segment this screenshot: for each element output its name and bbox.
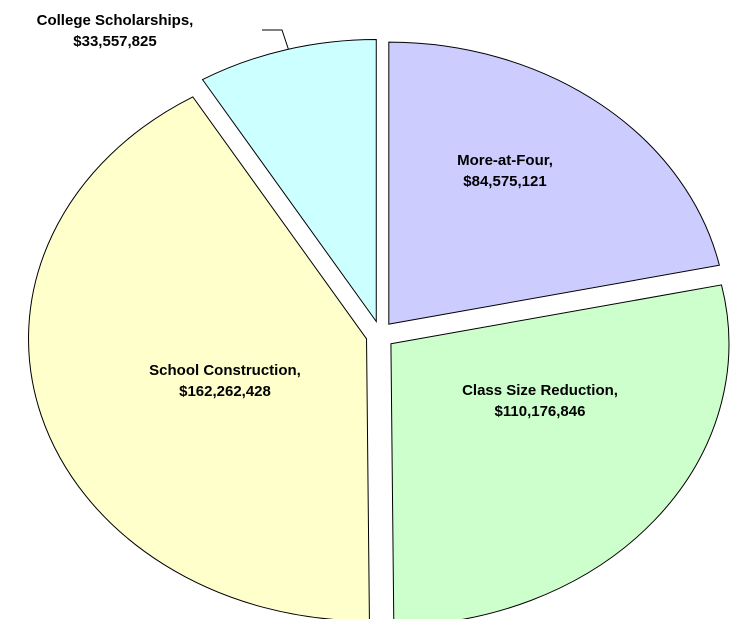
slice-value: $33,557,825 — [73, 33, 156, 50]
slice-label: More-at-Four, — [457, 152, 553, 169]
slice-label: Class Size Reduction, — [462, 382, 618, 399]
slice-value: $162,262,428 — [179, 383, 271, 400]
pie-slice — [28, 96, 370, 619]
pie-slice — [388, 41, 720, 325]
slice-label: College Scholarships, — [37, 12, 194, 29]
pie-slice — [390, 284, 730, 619]
slice-label: School Construction, — [149, 362, 301, 379]
slice-value: $110,176,846 — [495, 403, 586, 420]
pie-slice — [201, 39, 377, 324]
slice-value: $84,575,121 — [463, 173, 546, 190]
